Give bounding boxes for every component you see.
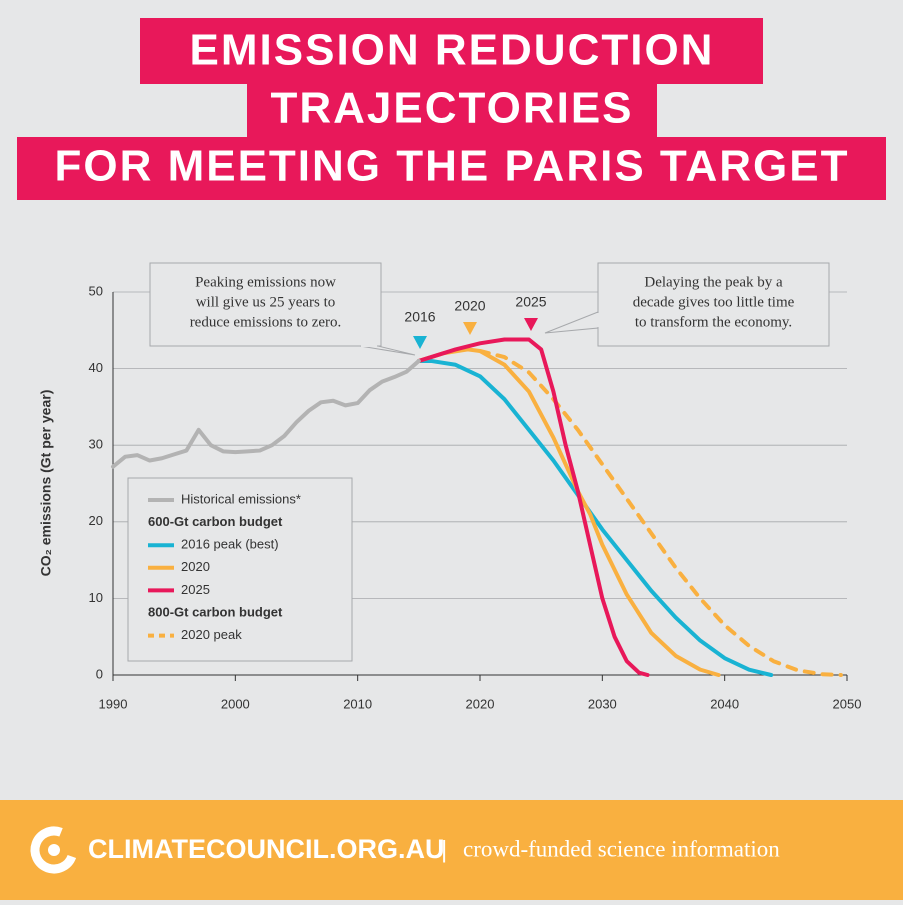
- y-tick-label: 10: [89, 590, 103, 605]
- peak-marker-label: 2020: [454, 298, 485, 314]
- y-tick-label: 30: [89, 437, 103, 452]
- series-line: [416, 358, 774, 677]
- legend-label: 2025: [181, 582, 210, 597]
- callout-text: Peaking emissions now: [195, 274, 336, 290]
- title-block: [17, 137, 886, 200]
- y-tick-label: 0: [96, 666, 103, 681]
- y-tick-label: 50: [89, 283, 103, 298]
- logo: [30, 826, 78, 874]
- x-tick-label: 1990: [99, 696, 128, 711]
- y-axis-label: CO₂ emissions (Gt per year): [38, 390, 54, 577]
- series-line: [416, 347, 721, 677]
- footer-separator: |: [441, 836, 447, 863]
- callout-text: decade gives too little time: [633, 294, 795, 310]
- title-block: [247, 83, 657, 138]
- title-line: EMISSION REDUCTION: [190, 26, 715, 75]
- legend-label: 2020 peak: [181, 627, 242, 642]
- callout-box: [149, 262, 382, 347]
- title-line: TRAJECTORIES: [270, 84, 633, 133]
- peak-marker: [413, 336, 427, 349]
- title-block: [140, 18, 763, 84]
- x-tick-label: 2020: [466, 696, 495, 711]
- footer-band: [0, 800, 903, 900]
- x-tick-label: 2040: [710, 696, 739, 711]
- callout-text: to transform the economy.: [635, 314, 792, 330]
- legend-label: Historical emissions*: [181, 491, 301, 506]
- callout-box: [597, 262, 830, 347]
- peak-marker-label: 2025: [515, 294, 546, 310]
- callout-pointer: [544, 311, 599, 334]
- series-line: [478, 348, 843, 677]
- peak-marker: [524, 318, 538, 331]
- footer-tagline: crowd-funded science information: [463, 836, 780, 861]
- x-tick-label: 2050: [833, 696, 862, 711]
- callout-pointer: [359, 345, 416, 356]
- callout-text: will give us 25 years to: [196, 294, 336, 310]
- callout-text: Delaying the peak by a: [644, 274, 783, 290]
- series-line: [416, 337, 650, 677]
- callout-text: reduce emissions to zero.: [190, 314, 342, 330]
- series-line: [111, 358, 421, 469]
- x-tick-label: 2010: [343, 696, 372, 711]
- y-tick-label: 40: [89, 360, 103, 375]
- legend-label: 2020: [181, 559, 210, 574]
- legend-label: 2016 peak (best): [181, 537, 279, 552]
- x-tick-label: 2030: [588, 696, 617, 711]
- peak-marker-label: 2016: [404, 309, 435, 325]
- y-tick-label: 20: [89, 513, 103, 528]
- legend-group-title: 600-Gt carbon budget: [148, 514, 283, 529]
- x-tick-label: 2000: [221, 696, 250, 711]
- legend-group-title: 800-Gt carbon budget: [148, 604, 283, 619]
- title-line: FOR MEETING THE PARIS TARGET: [54, 142, 849, 191]
- peak-marker: [463, 322, 477, 335]
- footer-site: CLIMATECOUNCIL.ORG.AU: [88, 834, 444, 864]
